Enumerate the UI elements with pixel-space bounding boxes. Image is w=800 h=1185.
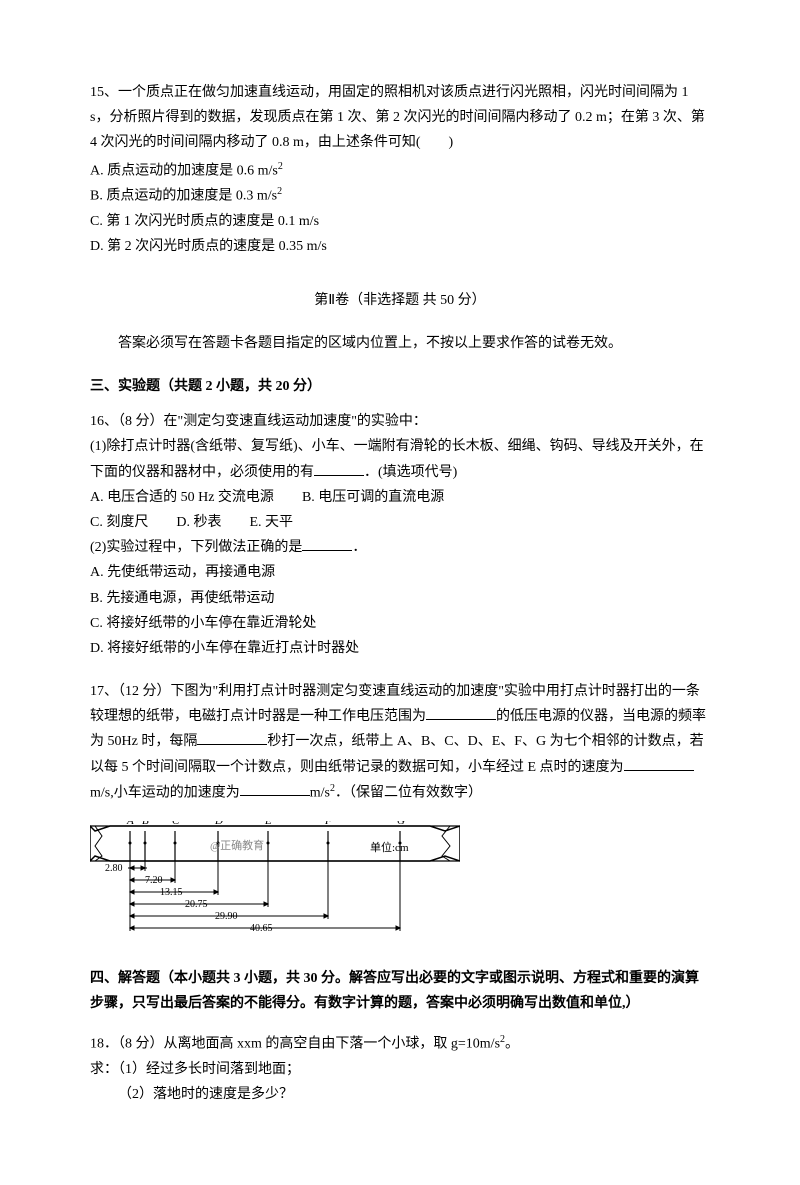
q16-part1: (1)除打点计时器(含纸带、复写纸)、小车、一端附有滑轮的长木板、细绳、钩码、导…	[90, 434, 710, 484]
dim-v5: 29.90	[215, 911, 238, 922]
label-a: A	[126, 821, 134, 827]
dim-v1: 2.80	[105, 863, 123, 874]
q15-option-d: D. 第 2 次闪光时质点的速度是 0.35 m/s	[90, 234, 710, 259]
label-c: C	[172, 821, 180, 827]
q16-stem: 16、（8 分）在"测定匀变速直线运动加速度"的实验中：	[90, 409, 710, 434]
question-16: 16、（8 分）在"测定匀变速直线运动加速度"的实验中： (1)除打点计时器(含…	[90, 409, 710, 661]
section4-header: 四、解答题（本小题共 3 小题，共 30 分。解答应写出必要的文字或图示说明、方…	[90, 966, 710, 1016]
q16-option-b: B. 电压可调的直流电源	[302, 490, 444, 505]
q16-option-2a: A. 先使纸带运动，再接通电源	[90, 560, 710, 585]
dim-v6: 40.65	[250, 923, 273, 934]
part2-title: 第Ⅱ卷（非选择题 共 50 分）	[90, 288, 710, 313]
q15-options: A. 质点运动的加速度是 0.6 m/s2 B. 质点运动的加速度是 0.3 m…	[90, 158, 710, 260]
watermark: @正确教育	[210, 838, 264, 852]
q16-option-c: C. 刻度尺	[90, 515, 148, 530]
unit-label: 单位:cm	[370, 840, 409, 854]
q15-option-a: A. 质点运动的加速度是 0.6 m/s2	[90, 158, 710, 184]
tape-diagram: A B C D E F G @正确教育 单位:cm	[90, 821, 460, 941]
q16-option-a: A. 电压合适的 50 Hz 交流电源	[90, 490, 274, 505]
q16-option-d: D. 秒表	[176, 515, 221, 530]
label-g: G	[397, 821, 405, 827]
q18-ask: 求：（1）经过多长时间落到地面；	[90, 1057, 710, 1082]
q16-option-e: E. 天平	[249, 515, 293, 530]
q16-options-line1: A. 电压合适的 50 Hz 交流电源 B. 电压可调的直流电源	[90, 485, 710, 510]
dim-v2: 7.20	[145, 875, 163, 886]
tape-svg: A B C D E F G @正确教育 单位:cm	[90, 821, 460, 941]
q15-stem: 15、一个质点正在做匀加速直线运动，用固定的照相机对该质点进行闪光照相，闪光时间…	[90, 80, 710, 156]
q16-option-2c: C. 将接好纸带的小车停在靠近滑轮处	[90, 611, 710, 636]
q15-option-b: B. 质点运动的加速度是 0.3 m/s2	[90, 183, 710, 209]
q16-option-2b: B. 先接通电源，再使纸带运动	[90, 586, 710, 611]
q15-option-c: C. 第 1 次闪光时质点的速度是 0.1 m/s	[90, 209, 710, 234]
label-d: D	[214, 821, 223, 827]
q18-sub2: （2）落地时的速度是多少？	[90, 1082, 710, 1107]
dim-v4: 20.75	[185, 899, 208, 910]
question-17: 17、（12 分）下图为"利用打点计时器测定匀变速直线运动的加速度"实验中用打点…	[90, 679, 710, 941]
dim-v3: 13.15	[160, 887, 183, 898]
label-f: F	[324, 821, 332, 827]
question-15: 15、一个质点正在做匀加速直线运动，用固定的照相机对该质点进行闪光照相，闪光时间…	[90, 80, 710, 260]
q16-part2: (2)实验过程中，下列做法正确的是．	[90, 535, 710, 560]
q17-stem: 17、（12 分）下图为"利用打点计时器测定匀变速直线运动的加速度"实验中用打点…	[90, 679, 710, 806]
part2-instruction: 答案必须写在答题卡各题目指定的区域内位置上，不按以上要求作答的试卷无效。	[90, 331, 710, 356]
section3-header: 三、实验题（共题 2 小题，共 20 分）	[90, 374, 710, 399]
q16-option-2d: D. 将接好纸带的小车停在靠近打点计时器处	[90, 636, 710, 661]
question-18: 18．（8 分）从离地面高 xxm 的高空自由下落一个小球，取 g=10m/s2…	[90, 1031, 710, 1107]
q18-stem: 18．（8 分）从离地面高 xxm 的高空自由下落一个小球，取 g=10m/s2…	[90, 1031, 710, 1057]
q16-options-line2: C. 刻度尺 D. 秒表 E. 天平	[90, 510, 710, 535]
label-b: B	[142, 821, 149, 827]
label-e: E	[264, 821, 272, 827]
